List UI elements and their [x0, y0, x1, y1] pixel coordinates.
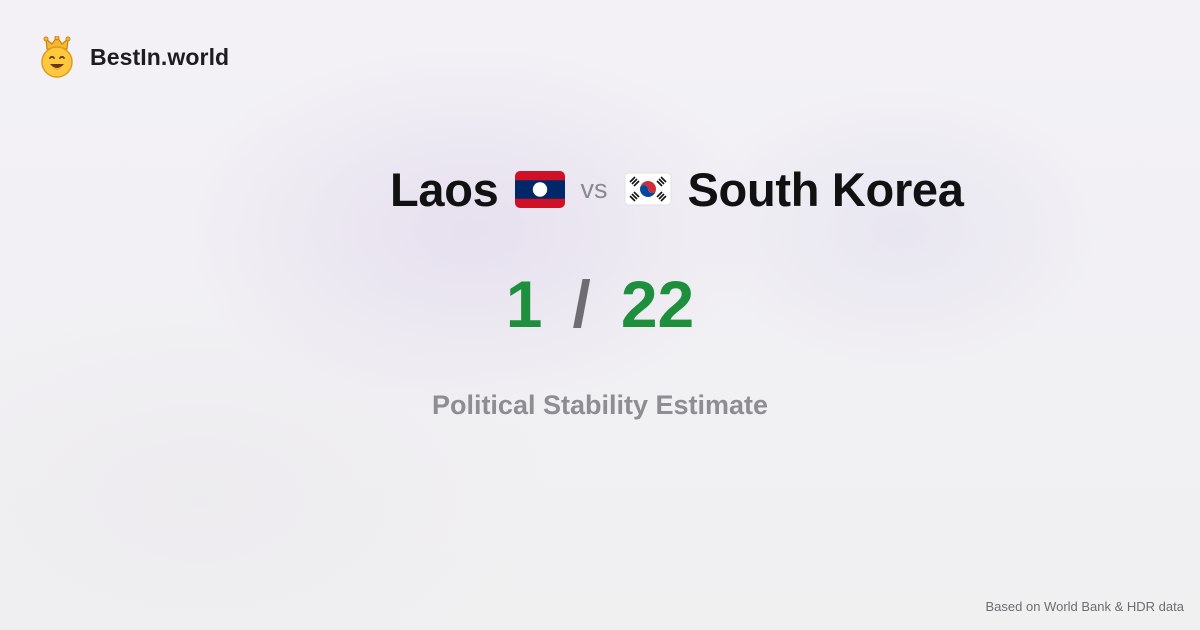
laos-flag-icon — [514, 170, 565, 208]
score-country-a: 1 — [505, 267, 543, 341]
south-korea-flag-icon — [624, 172, 671, 206]
vs-label: vs — [580, 173, 608, 204]
country-a-name: Laos — [390, 162, 499, 216]
crowned-smiley-icon — [41, 36, 73, 78]
data-source-note: Based on World Bank & HDR data — [985, 599, 1184, 614]
comparison-title: Laos vs South Korea — [390, 158, 964, 220]
metric-label: Political Stability Estimate — [431, 390, 769, 420]
score-country-b: 22 — [620, 267, 695, 341]
score-row: 1 / 22 — [0, 262, 1200, 346]
brand-name: BestIn.world — [90, 43, 230, 70]
score-separator: / — [572, 267, 591, 341]
brand[interactable]: BestIn.world — [38, 36, 229, 78]
country-b-name: South Korea — [687, 162, 964, 216]
